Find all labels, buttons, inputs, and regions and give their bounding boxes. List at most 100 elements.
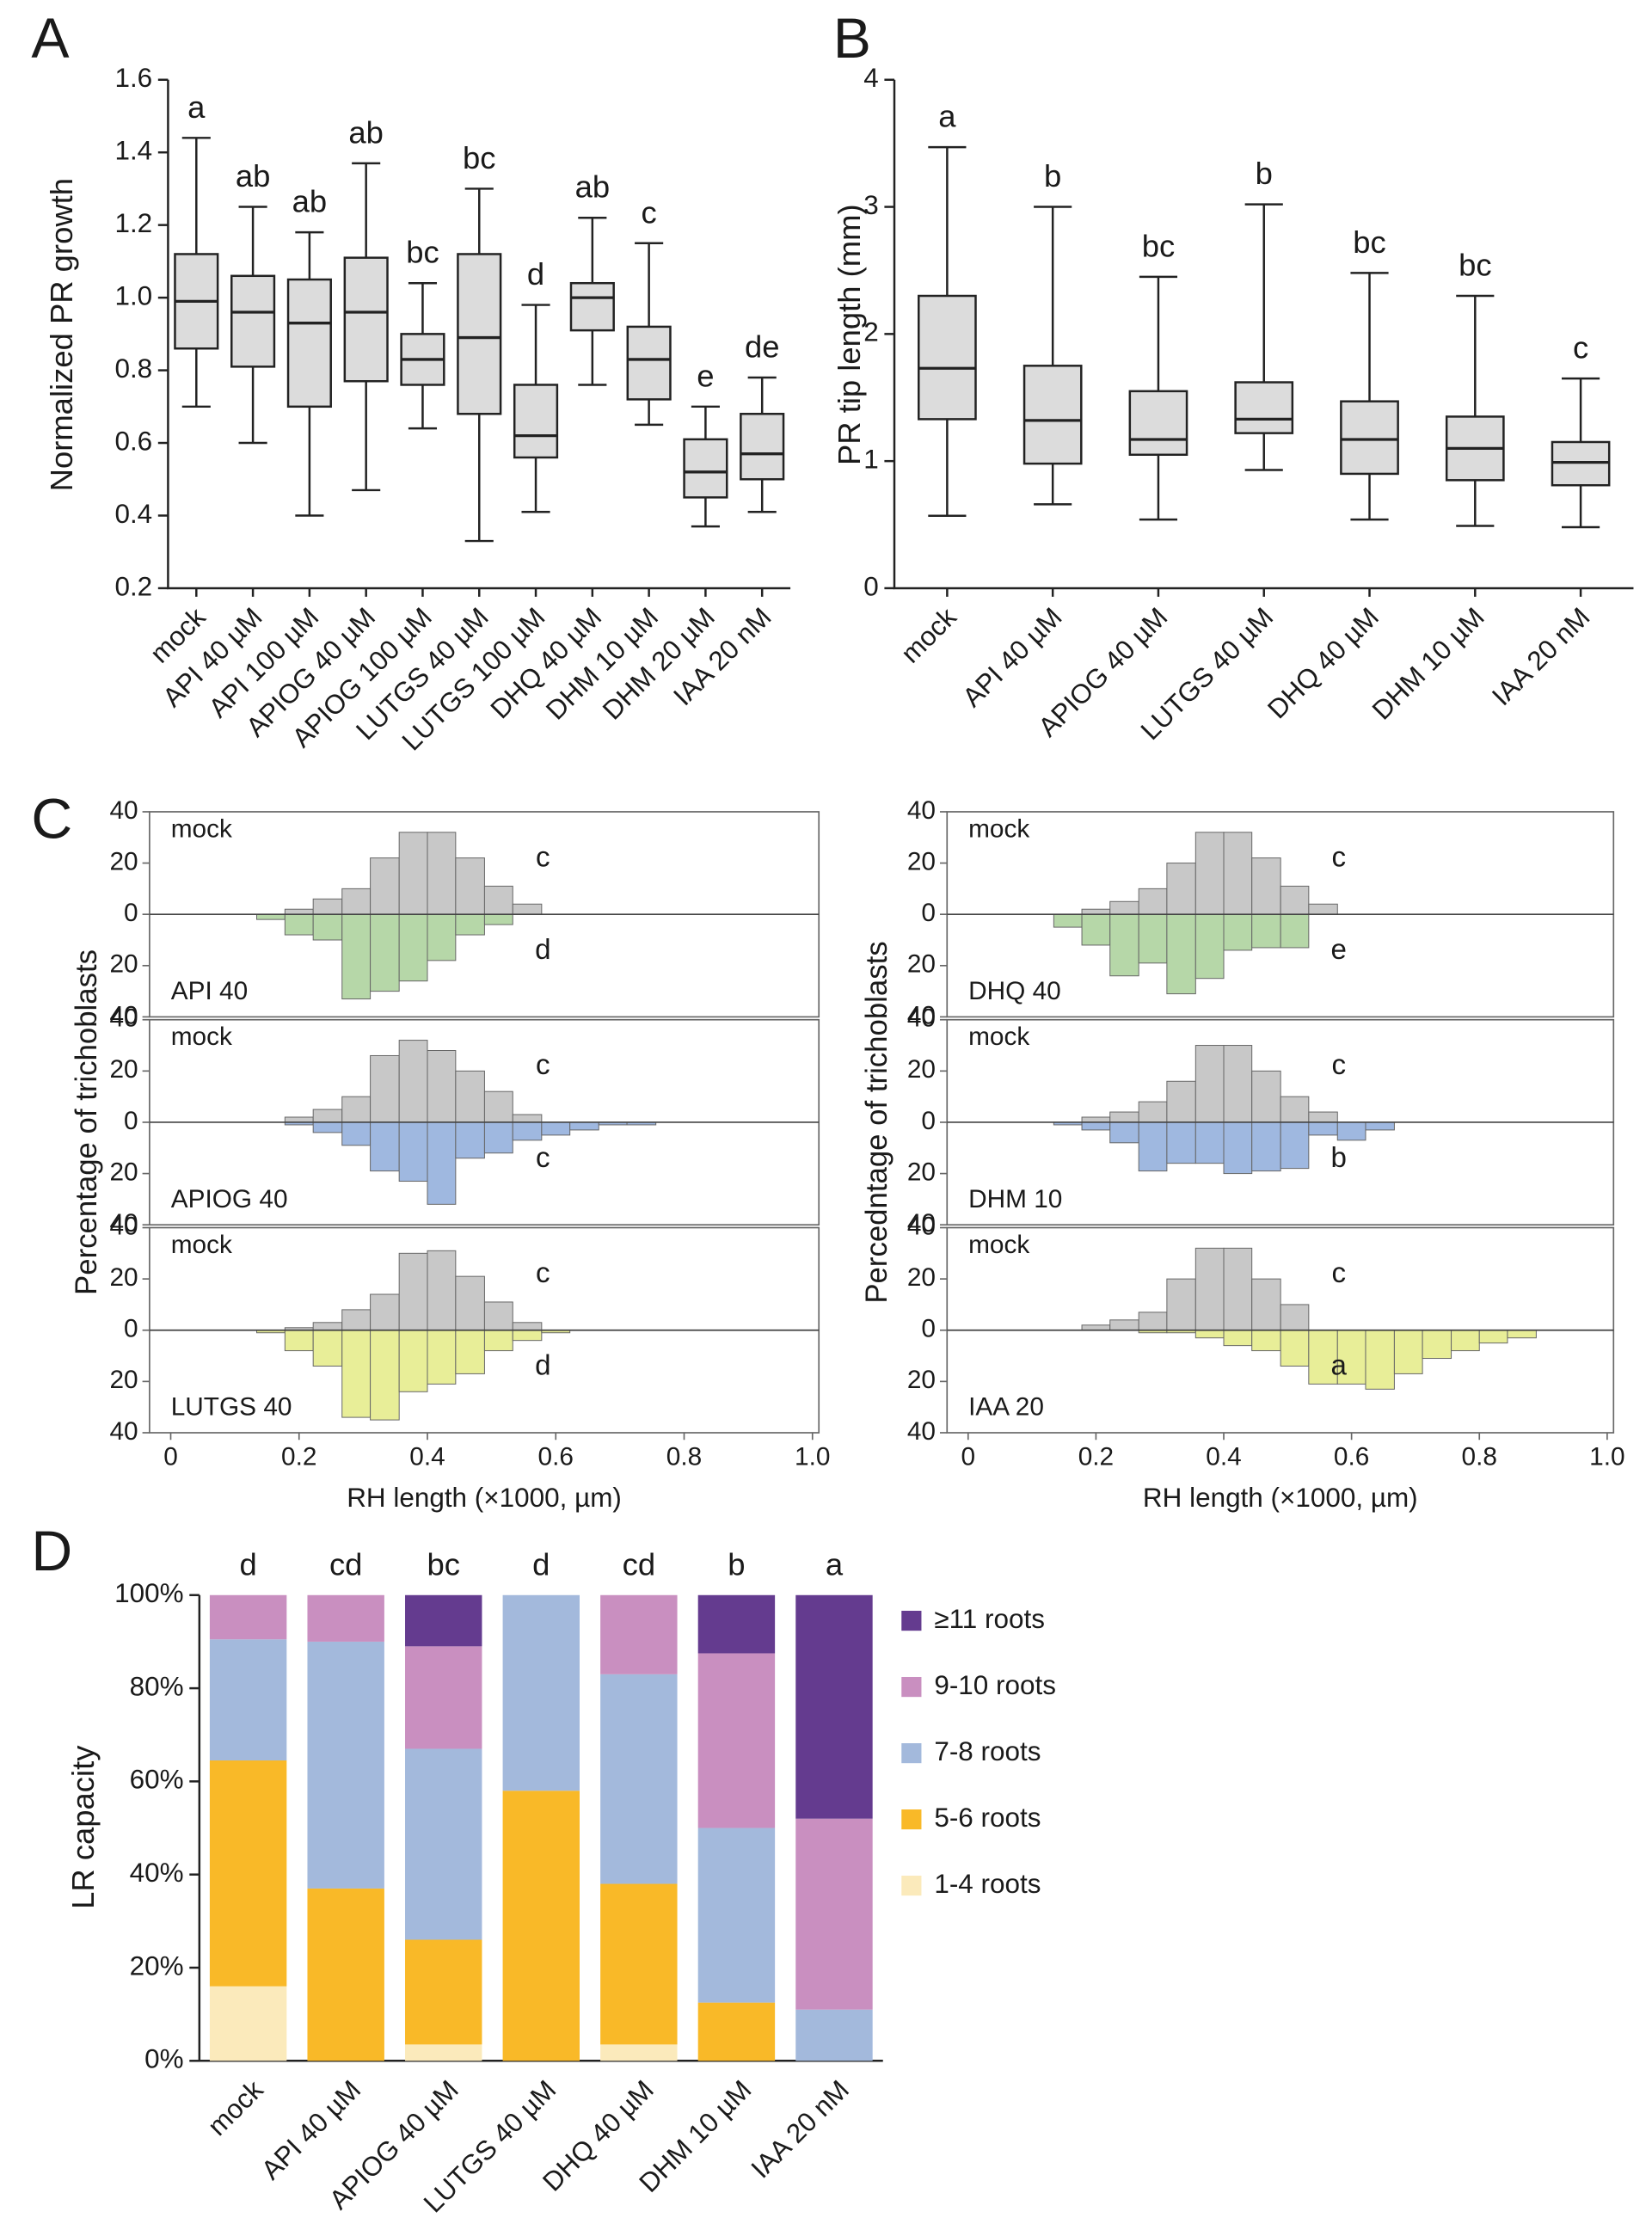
histogram-bar — [512, 1322, 543, 1331]
histogram-bar — [1194, 832, 1225, 915]
histogram-bar — [370, 1293, 400, 1331]
histogram-bar — [284, 1330, 314, 1352]
box — [626, 325, 672, 401]
histogram-bar — [284, 913, 314, 936]
histogram-bar — [1166, 913, 1196, 995]
histogram-bar — [398, 1040, 428, 1123]
histogram-bar — [427, 1121, 457, 1205]
significance-letter: a — [187, 89, 206, 125]
histogram-bar — [398, 913, 428, 982]
histogram-bar — [569, 1121, 599, 1131]
histogram-bar — [483, 1301, 513, 1331]
bar-segment — [209, 1594, 287, 1640]
y-tick-label: 20 — [109, 1263, 138, 1292]
histogram-bar — [1223, 1045, 1253, 1123]
y-tick-label: 1.6 — [114, 63, 152, 93]
y-tick-label: 40 — [907, 1001, 936, 1029]
panel-label: C — [31, 788, 72, 851]
histogram-bar — [1138, 1312, 1168, 1331]
bar-segment — [600, 2044, 678, 2061]
histogram-bar — [312, 913, 343, 941]
y-axis-label: Normalized PR growth — [44, 178, 79, 491]
y-tick-label: 0 — [921, 1107, 936, 1135]
series-name: IAA 20 — [968, 1393, 1044, 1422]
histogram-bar — [1166, 1121, 1196, 1164]
histogram-bar — [1223, 913, 1253, 951]
histogram-bar — [1109, 900, 1139, 915]
y-tick-label: 40 — [109, 1417, 138, 1446]
histogram-bar — [427, 1250, 457, 1331]
histogram-bar — [483, 913, 513, 925]
box — [1234, 381, 1294, 434]
histogram-bar — [1365, 1121, 1395, 1131]
significance-letter: b — [1331, 1142, 1347, 1174]
histogram-bar — [512, 1114, 543, 1123]
histogram-bar — [483, 1330, 513, 1352]
x-tick-label: mock — [895, 602, 962, 669]
y-tick-label: 20 — [109, 1158, 138, 1186]
histogram-bar — [1308, 1121, 1338, 1136]
significance-letter: bc — [427, 1546, 460, 1582]
histogram-bar — [1166, 1278, 1196, 1331]
histogram-bar — [1280, 1121, 1310, 1170]
y-tick-label: 40 — [907, 1212, 936, 1240]
histogram-bar — [1365, 1330, 1395, 1390]
box — [918, 294, 977, 421]
histogram-bar — [1280, 885, 1310, 915]
histogram-bar — [1166, 863, 1196, 915]
x-tick-label: 0.4 — [1206, 1443, 1241, 1471]
box — [513, 384, 559, 459]
significance-letter: e — [1331, 934, 1347, 966]
box — [569, 281, 615, 332]
y-tick-label: 0 — [863, 571, 878, 601]
legend-label: 9-10 roots — [934, 1670, 1056, 1700]
series-name: mock — [171, 1231, 232, 1259]
histogram-bar — [341, 1121, 372, 1146]
y-tick-label: 80% — [130, 1671, 184, 1701]
histogram-bar — [1451, 1330, 1480, 1352]
significance-letter: ab — [575, 169, 611, 205]
histogram-bar — [455, 1330, 485, 1374]
histogram-bar — [1053, 913, 1083, 928]
significance-letter: cd — [623, 1546, 655, 1582]
histogram-bar — [341, 1309, 372, 1331]
histogram-bar — [312, 1109, 343, 1123]
histogram-bar — [455, 857, 485, 915]
bar-segment — [600, 1674, 678, 1884]
bar-segment — [405, 1646, 482, 1749]
histogram-bar — [1194, 913, 1225, 980]
significance-letter: de — [745, 329, 780, 365]
histogram-bar — [370, 1330, 400, 1421]
significance-letter: bc — [463, 140, 495, 175]
x-tick-label: 0 — [163, 1443, 178, 1471]
bar-segment — [697, 1653, 776, 1828]
x-tick-label: API 40 µM — [957, 602, 1068, 713]
histogram-bar — [312, 898, 343, 915]
significance-letter: c — [536, 1049, 550, 1081]
bar-segment — [307, 1888, 384, 2061]
histogram-bar — [312, 1330, 343, 1367]
significance-letter: d — [535, 934, 550, 966]
y-tick-label: 1.4 — [114, 136, 152, 166]
histogram-bar — [1336, 1121, 1366, 1141]
bar-segment — [795, 2009, 873, 2061]
bar-segment — [307, 1641, 384, 1889]
y-tick-label: 40 — [109, 1004, 138, 1033]
y-tick-label: 20 — [109, 1055, 138, 1084]
significance-letter: ab — [236, 158, 271, 194]
histogram-bar — [1081, 913, 1111, 946]
x-tick-label: IAA 20 nM — [1486, 602, 1595, 711]
histogram-bar — [483, 1121, 513, 1154]
significance-letter: bc — [406, 235, 439, 270]
significance-letter: d — [527, 256, 544, 292]
histogram-bar — [455, 1275, 485, 1331]
significance-letter: e — [697, 358, 714, 393]
histogram-bar — [1138, 888, 1168, 915]
histogram-bar — [455, 1121, 485, 1159]
significance-letter: c — [642, 194, 657, 230]
significance-letter: c — [1331, 841, 1346, 873]
histogram-bar — [427, 1050, 457, 1123]
series-name: LUTGS 40 — [171, 1393, 292, 1422]
histogram-bar — [1223, 832, 1253, 915]
